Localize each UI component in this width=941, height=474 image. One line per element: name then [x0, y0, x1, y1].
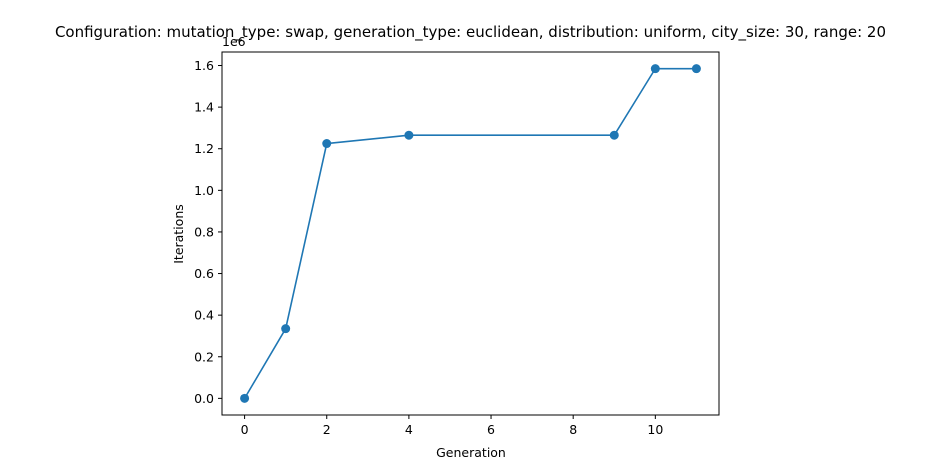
y-tick-label: 1.6 — [194, 58, 214, 73]
y-tick-label: 1.2 — [194, 141, 214, 156]
y-axis-label: Iterations — [171, 204, 186, 264]
data-point — [240, 393, 250, 403]
x-tick-label: 8 — [569, 422, 577, 437]
x-tick-label: 0 — [241, 422, 249, 437]
x-tick-label: 6 — [487, 422, 495, 437]
data-point — [609, 130, 619, 140]
data-point — [650, 64, 660, 74]
axes-frame — [221, 51, 720, 416]
x-axis-label: Generation — [436, 445, 506, 460]
chart-title: Configuration: mutation_type: swap, gene… — [55, 23, 886, 42]
data-point — [322, 139, 332, 149]
y-tick-label: 0.6 — [194, 266, 214, 281]
plot-area: 0 2 4 6 8 10 0.0 0.2 0.4 0.6 0.8 1.0 1.2 1.4 1.6 — [194, 51, 720, 437]
y-tick-label: 1.4 — [194, 100, 214, 115]
y-axis-offset-label: 1e6 — [222, 34, 246, 49]
y-tick-label: 0.4 — [194, 308, 214, 323]
x-tick-label: 2 — [323, 422, 331, 437]
y-tick-label: 0.8 — [194, 224, 214, 239]
data-point — [281, 324, 291, 334]
data-point — [691, 64, 701, 74]
y-tick-label: 0.2 — [194, 349, 214, 364]
data-point — [404, 130, 414, 140]
y-tick-label: 0.0 — [194, 391, 214, 406]
series-line — [243, 67, 697, 399]
x-tick-label: 4 — [405, 422, 413, 437]
x-tick-label: 10 — [647, 422, 663, 437]
y-tick-label: 1.0 — [194, 183, 214, 198]
